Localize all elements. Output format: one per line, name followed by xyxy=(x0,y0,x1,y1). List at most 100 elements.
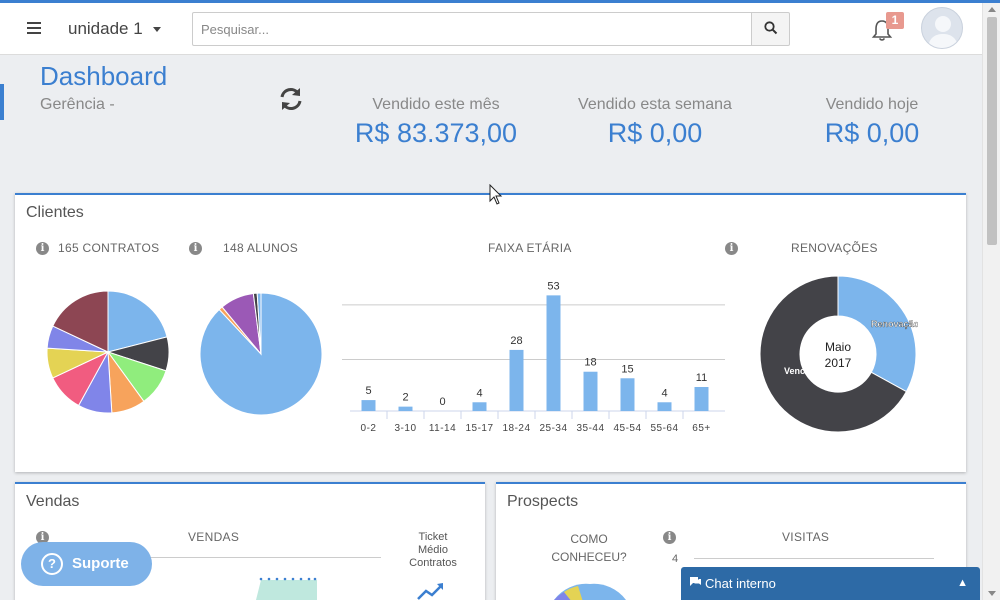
tick-label: 11-14 xyxy=(429,423,456,434)
data-label: 2 xyxy=(402,392,408,404)
bar[interactable] xyxy=(620,378,635,411)
refresh-icon[interactable] xyxy=(278,86,304,112)
stat-week-label: Vendido esta semana xyxy=(578,96,732,113)
tick-label: 0-2 xyxy=(361,423,377,434)
tick-label: 65+ xyxy=(692,423,710,434)
data-label: Renovação xyxy=(871,319,918,329)
chat-label: Chat interno xyxy=(705,576,776,591)
window-top-border xyxy=(0,0,1000,3)
donut-center-month: Maio xyxy=(825,340,851,354)
page-title: Dashboard xyxy=(40,61,168,91)
search-input[interactable] xyxy=(192,12,752,46)
data-label: 5 xyxy=(365,385,371,397)
support-label: Suporte xyxy=(72,555,129,572)
visitas-label: VISITAS xyxy=(782,530,830,544)
scroll-thumb[interactable] xyxy=(987,17,997,245)
tick-label: 18-24 xyxy=(502,423,530,434)
clientes-title: Clientes xyxy=(26,204,84,221)
search-button[interactable] xyxy=(751,12,790,46)
bar[interactable] xyxy=(546,295,561,411)
bar[interactable] xyxy=(583,371,598,411)
bar[interactable] xyxy=(657,402,672,411)
page-subtitle: Gerência - xyxy=(40,96,115,113)
contratos-label: 165 CONTRATOS xyxy=(58,241,160,255)
tick-label: 35-44 xyxy=(576,423,604,434)
bar[interactable] xyxy=(694,387,709,411)
data-label: 53 xyxy=(547,281,559,292)
bar[interactable] xyxy=(361,400,376,411)
pie-slice[interactable] xyxy=(107,290,168,353)
page-scrollbar[interactable] xyxy=(982,3,1000,600)
faixa-etaria-label: FAIXA ETÁRIA xyxy=(488,241,572,255)
bar[interactable] xyxy=(398,406,413,411)
search-icon xyxy=(763,20,777,34)
pie-slice[interactable] xyxy=(837,275,917,393)
info-icon[interactable]: i xyxy=(725,242,738,255)
prospects-title: Prospects xyxy=(507,493,579,510)
visitas-gridline xyxy=(694,558,934,559)
stat-today: Vendido hoje R$ 0,00 xyxy=(810,96,934,149)
stat-month-label: Vendido este mês xyxy=(372,96,500,113)
pie-slice[interactable] xyxy=(759,275,908,433)
alunos-label: 148 ALUNOS xyxy=(223,241,299,255)
data-label: 18 xyxy=(584,357,596,369)
avatar[interactable] xyxy=(921,7,963,49)
visitas-axis-tick: 4 xyxy=(672,553,679,565)
vendas-gridline xyxy=(111,557,381,558)
clientes-card: Clientes i 165 CONTRATOS i 148 ALUNOS FA… xyxy=(15,193,966,472)
data-label: 4 xyxy=(476,387,482,399)
chat-icon xyxy=(690,577,701,586)
help-icon: ? xyxy=(41,553,63,575)
vendas-area-chart xyxy=(256,577,317,600)
stat-week-value: R$ 0,00 xyxy=(607,118,703,148)
stat-today-label: Vendido hoje xyxy=(825,96,919,113)
tick-label: 3-10 xyxy=(394,423,416,434)
tick-label: 45-54 xyxy=(613,423,641,434)
top-bar: unidade 1 1 xyxy=(0,3,982,55)
info-icon[interactable]: i xyxy=(36,531,49,544)
pie-slice[interactable] xyxy=(52,290,109,353)
bar[interactable] xyxy=(509,349,524,411)
alunos-pie-chart xyxy=(199,292,323,416)
ticket-medio-label: Ticket Médio Contratos xyxy=(409,531,457,569)
info-icon[interactable]: i xyxy=(663,531,676,544)
renovacoes-label: RENOVAÇÕES xyxy=(791,241,878,255)
data-label: 0 xyxy=(439,396,445,408)
info-icon[interactable]: i xyxy=(189,242,202,255)
unit-selector-label: unidade 1 xyxy=(68,19,143,38)
como-conheceu-pie-chart xyxy=(554,583,626,600)
data-label: 11 xyxy=(696,372,707,384)
vendas-title: Vendas xyxy=(26,493,80,510)
support-button[interactable]: ? Suporte xyxy=(21,542,152,586)
data-label: 28 xyxy=(510,335,522,347)
bar[interactable] xyxy=(472,402,487,411)
tick-label: 55-64 xyxy=(650,423,678,434)
vendas-label: VENDAS xyxy=(188,530,240,544)
chat-bar[interactable]: Chat interno ▲ xyxy=(681,567,980,600)
caret-down-icon xyxy=(152,27,161,33)
stat-month-value: R$ 83.373,00 xyxy=(354,118,518,148)
data-label: 15 xyxy=(621,363,633,375)
menu-icon[interactable] xyxy=(27,22,41,34)
chevron-up-icon[interactable]: ▲ xyxy=(957,577,968,589)
info-icon[interactable]: i xyxy=(36,242,49,255)
donut-center-year: 2017 xyxy=(825,356,852,370)
faixa-etaria-bar-chart: 5 0-2 2 3-10 0 11-14 4 15-17 28 18-24 53 25-34 18 35-… xyxy=(342,281,725,434)
pie-slice[interactable] xyxy=(256,292,262,355)
stat-month: Vendido este mês R$ 83.373,00 xyxy=(350,96,522,149)
como-conheceu-label: COMO CONHECEU? xyxy=(551,532,627,564)
user-icon xyxy=(928,16,958,48)
scroll-up-icon[interactable] xyxy=(988,7,996,12)
contratos-pie-chart xyxy=(46,290,170,414)
tick-label: 15-17 xyxy=(465,423,493,434)
scroll-down-icon[interactable] xyxy=(988,591,996,596)
tick-label: 25-34 xyxy=(539,423,567,434)
stat-week: Vendido esta semana R$ 0,00 xyxy=(570,96,740,149)
notification-badge: 1 xyxy=(886,12,904,29)
data-label: Vencimento xyxy=(784,366,835,376)
sidebar-edge-indicator xyxy=(0,84,4,120)
stat-today-value: R$ 0,00 xyxy=(824,118,920,148)
trend-up-icon xyxy=(417,583,443,600)
unit-selector[interactable]: unidade 1 xyxy=(68,19,161,39)
data-label: 4 xyxy=(661,387,667,399)
